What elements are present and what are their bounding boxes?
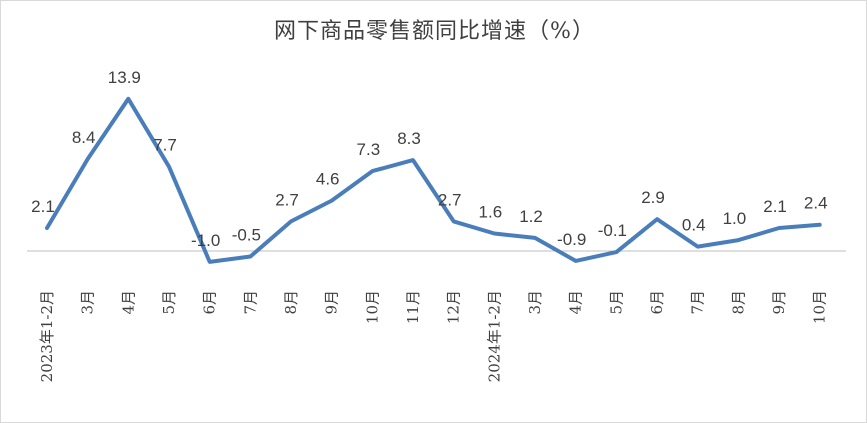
data-labels: 2.1 8.4 13.9 7.7 -1.0 -0.5 2.7 4.6 7.3 8.3 2.7 1.6 1… (31, 68, 827, 250)
x-tick-label: 9月 (323, 290, 341, 315)
data-label: 1.6 (479, 202, 503, 221)
x-tick-label: 11月 (404, 290, 422, 324)
x-tick-label: 3月 (79, 290, 97, 315)
data-label: 8.3 (397, 129, 421, 148)
series-line (45, 96, 822, 264)
x-tick-label: 8月 (282, 290, 300, 315)
data-label: 2.1 (763, 197, 787, 216)
data-label: 1.0 (723, 209, 747, 228)
x-tick-label: 3月 (526, 290, 544, 315)
x-tick-label: 4月 (567, 290, 585, 315)
x-tick-label: 2023年1-2月 (38, 290, 56, 382)
data-label: -1.0 (191, 231, 220, 250)
data-label: 2.7 (438, 190, 462, 209)
data-label: 2.7 (275, 190, 299, 209)
x-tick-label: 5月 (607, 290, 625, 315)
data-label: 4.6 (316, 170, 340, 189)
x-tick-label: 6月 (201, 290, 219, 315)
x-tick-label: 10月 (363, 290, 381, 324)
data-label: -0.1 (598, 221, 627, 240)
x-tick-label: 7月 (689, 290, 707, 315)
x-tick-label: 9月 (770, 290, 788, 315)
data-label: -0.9 (557, 230, 586, 249)
x-tick-label: 7月 (241, 290, 259, 315)
x-tick-label: 2024年1-2月 (485, 290, 503, 382)
data-label: 1.2 (519, 207, 543, 226)
data-label: -0.5 (232, 225, 261, 244)
x-tick-label: 5月 (160, 290, 178, 315)
data-label: 0.4 (682, 216, 706, 235)
data-label: 8.4 (72, 128, 96, 147)
chart-title: 网下商品零售额同比增速（%） (274, 19, 595, 44)
data-label: 2.1 (31, 197, 55, 216)
data-label: 2.9 (641, 188, 665, 207)
data-label: 13.9 (108, 68, 141, 87)
data-label: 7.7 (153, 136, 177, 155)
x-tick-label: 6月 (648, 290, 666, 315)
x-tick-label: 12月 (445, 290, 463, 324)
x-tick-labels: 2023年1-2月 3月 4月 5月 6月 7月 8月 9月 10月 11月 12月 2024年1-2… (38, 290, 829, 382)
x-tick-label: 10月 (811, 290, 829, 324)
x-tick-label: 8月 (729, 290, 747, 315)
data-label: 2.4 (804, 194, 828, 213)
x-tick-label: 4月 (119, 290, 137, 315)
data-label: 7.3 (357, 140, 381, 159)
